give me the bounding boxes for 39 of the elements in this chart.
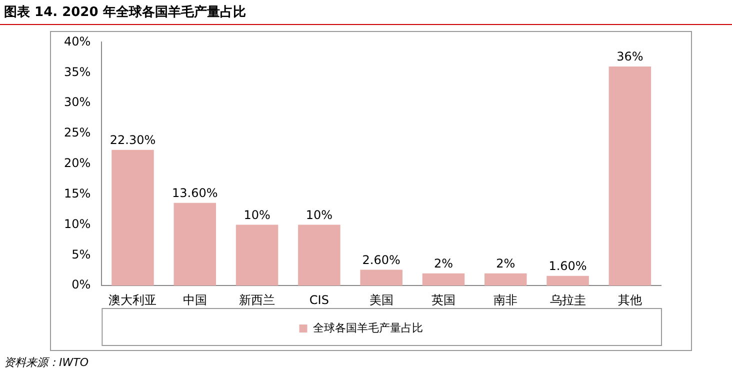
data-label: 36% bbox=[616, 50, 644, 64]
x-tick-label: 乌拉圭 bbox=[550, 292, 586, 307]
data-label: 10% bbox=[244, 208, 270, 222]
bar bbox=[422, 273, 465, 286]
y-tick-label: 40% bbox=[64, 34, 91, 48]
x-tick-label: 南非 bbox=[494, 292, 518, 307]
chart-title: 图表 14. 2020 年全球各国羊毛产量占比 bbox=[0, 0, 732, 25]
y-tick-label: 35% bbox=[64, 64, 91, 79]
data-label: 2% bbox=[496, 256, 516, 271]
bar bbox=[608, 66, 652, 286]
x-tick-label: 美国 bbox=[369, 292, 394, 307]
y-tick-label: 20% bbox=[64, 156, 91, 170]
data-label: 22.30% bbox=[110, 133, 156, 148]
bar bbox=[174, 202, 216, 286]
bar bbox=[298, 224, 340, 286]
bar bbox=[112, 150, 154, 286]
data-label: 2% bbox=[434, 256, 454, 271]
data-label: 1.60% bbox=[548, 258, 587, 273]
x-tick-label: 英国 bbox=[431, 292, 456, 307]
bar bbox=[236, 224, 278, 286]
x-tick-label: CIS bbox=[309, 292, 329, 307]
x-tick-label: 其他 bbox=[618, 292, 642, 307]
data-label: 10% bbox=[306, 208, 333, 222]
y-tick-label: 0% bbox=[72, 278, 91, 292]
legend-label: 全球各国羊毛产量占比 bbox=[312, 321, 423, 334]
bar bbox=[484, 273, 527, 286]
y-tick-label: 30% bbox=[64, 95, 91, 110]
x-tick-label: 澳大利亚 bbox=[108, 292, 157, 307]
bar bbox=[360, 270, 402, 286]
x-tick-label: 新西兰 bbox=[239, 292, 276, 307]
data-label: 2.60% bbox=[362, 252, 400, 267]
data-label: 13.60% bbox=[172, 186, 218, 200]
y-tick-label: 10% bbox=[64, 216, 91, 231]
y-tick-label: 25% bbox=[64, 126, 91, 140]
bar bbox=[546, 276, 589, 286]
y-tick-label: 5% bbox=[72, 247, 91, 262]
text: 资料来源：IWTO bbox=[3, 355, 90, 370]
y-tick-label: 15% bbox=[64, 186, 91, 200]
x-tick-label: 中国 bbox=[182, 292, 207, 307]
